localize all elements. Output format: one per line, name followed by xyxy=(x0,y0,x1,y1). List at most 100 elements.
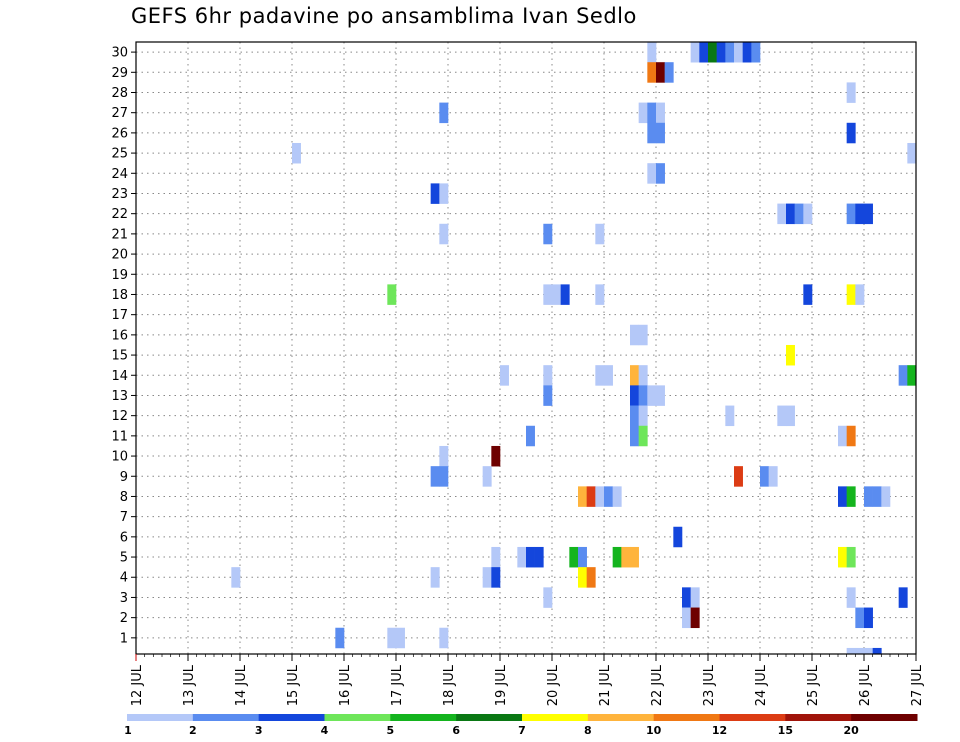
colorbar-label: 20 xyxy=(844,724,860,737)
heatmap-cell xyxy=(855,284,865,305)
y-tick-label: 2 xyxy=(120,611,128,626)
colorbar-label: 10 xyxy=(646,724,662,737)
heatmap-cell xyxy=(543,385,553,406)
colorbar-swatch xyxy=(390,714,457,721)
heatmap-cell xyxy=(725,405,735,427)
heatmap-cell xyxy=(907,365,917,386)
x-tick-label: 18 JUL xyxy=(442,664,457,706)
heatmap-cell xyxy=(543,365,553,386)
heatmap-cell xyxy=(552,284,561,305)
colorbar-label: 3 xyxy=(255,724,263,737)
colorbar-swatch xyxy=(522,714,589,721)
y-tick-label: 9 xyxy=(120,470,128,485)
heatmap-cell xyxy=(656,122,665,144)
y-tick-label: 18 xyxy=(111,288,128,303)
colorbar-label: 5 xyxy=(387,724,395,737)
heatmap-cell xyxy=(716,42,726,63)
heatmap-cell xyxy=(673,526,683,548)
colorbar-label: 1 xyxy=(124,724,132,737)
heatmap-cell xyxy=(517,546,527,568)
heatmap-cell xyxy=(543,223,553,245)
y-tick-label: 27 xyxy=(111,106,128,121)
heatmap-cell xyxy=(803,284,813,305)
colorbar-swatch xyxy=(851,714,918,721)
y-tick-label: 12 xyxy=(111,409,128,424)
y-tick-label: 8 xyxy=(120,490,128,505)
heatmap-cell xyxy=(586,486,596,507)
colorbar-swatch xyxy=(258,714,325,721)
heatmap-cell xyxy=(595,486,605,507)
heatmap-cell xyxy=(838,425,847,447)
x-tick-label: 16 JUL xyxy=(338,664,353,706)
y-tick-label: 30 xyxy=(111,46,128,61)
x-tick-label: 23 JUL xyxy=(702,664,717,706)
y-tick-label: 17 xyxy=(111,308,128,323)
y-tick-label: 24 xyxy=(111,167,128,182)
heatmap-cell xyxy=(647,163,657,184)
heatmap-cell xyxy=(734,466,743,487)
heatmap-cell xyxy=(907,142,917,164)
heatmap-cell xyxy=(664,62,674,83)
heatmap-cell xyxy=(742,42,752,63)
heatmap-cell xyxy=(335,627,345,649)
y-tick-label: 4 xyxy=(120,571,128,586)
y-tick-label: 5 xyxy=(120,551,128,566)
y-tick-label: 19 xyxy=(111,268,128,283)
heatmap-cell xyxy=(595,223,605,245)
heatmap-cell xyxy=(708,42,717,63)
y-tick-label: 16 xyxy=(111,328,128,343)
heatmap-cell xyxy=(881,486,891,507)
heatmap-cell xyxy=(578,486,587,507)
heatmap-cell xyxy=(872,647,882,655)
heatmap-cell xyxy=(725,42,735,63)
heatmap-cell xyxy=(534,546,544,568)
heatmap-cell xyxy=(846,587,856,608)
heatmap-cell xyxy=(439,445,449,467)
heatmap-cell xyxy=(777,203,787,225)
heatmap-cell xyxy=(630,324,639,346)
heatmap-cell xyxy=(387,627,397,649)
y-tick-label: 20 xyxy=(111,248,128,263)
heatmap-cell xyxy=(656,163,665,184)
colorbar-swatch xyxy=(127,714,194,721)
heatmap-cell xyxy=(630,405,639,427)
heatmap-cell xyxy=(578,546,587,568)
heatmap-cell xyxy=(838,486,847,507)
heatmap-cell xyxy=(760,466,769,487)
colorbar-label: 7 xyxy=(518,724,526,737)
colorbar-legend: 1 2 3 4 5 6 7 8 10 12 15 20 xyxy=(124,714,918,737)
heatmap-cell xyxy=(630,365,639,386)
heatmap-cell xyxy=(864,203,873,225)
y-tick-label: 10 xyxy=(111,450,128,465)
heatmap-cell xyxy=(846,546,856,568)
heatmap-cell xyxy=(387,284,397,305)
x-tick-label: 12 JUL xyxy=(130,664,145,706)
x-tick-label: 21 JUL xyxy=(598,664,613,706)
heatmap-cell xyxy=(439,627,449,649)
colorbar-swatch xyxy=(192,714,260,721)
heatmap-cell xyxy=(439,102,449,124)
heatmap-cell xyxy=(482,466,492,487)
y-tick-label: 1 xyxy=(120,631,128,646)
colorbar-swatch xyxy=(456,714,523,721)
heatmap-cell xyxy=(630,546,639,568)
heatmap-cell xyxy=(231,567,241,588)
heatmap-cell xyxy=(864,486,873,507)
x-tick-label: 24 JUL xyxy=(754,664,769,706)
heatmap-cell xyxy=(526,425,535,447)
heatmap-cell xyxy=(526,546,535,568)
heatmap-cell xyxy=(864,607,873,629)
heatmap-cell xyxy=(491,445,501,467)
heatmap-cell xyxy=(439,183,449,204)
heatmap-cell xyxy=(500,365,509,386)
heatmap-cell xyxy=(699,42,709,63)
heatmap-cell xyxy=(803,203,813,225)
heatmap-cell xyxy=(647,62,657,83)
heatmap-cell xyxy=(638,324,648,346)
x-axis: 12 JUL 13 JUL 14 JUL 15 JUL 16 JUL 17 JUL 18 J… xyxy=(130,654,925,706)
y-tick-label: 25 xyxy=(111,147,128,162)
heatmap-cell xyxy=(846,122,856,144)
heatmap-cell xyxy=(682,607,691,629)
heatmap-cell xyxy=(430,567,440,588)
y-tick-label: 23 xyxy=(111,187,128,202)
